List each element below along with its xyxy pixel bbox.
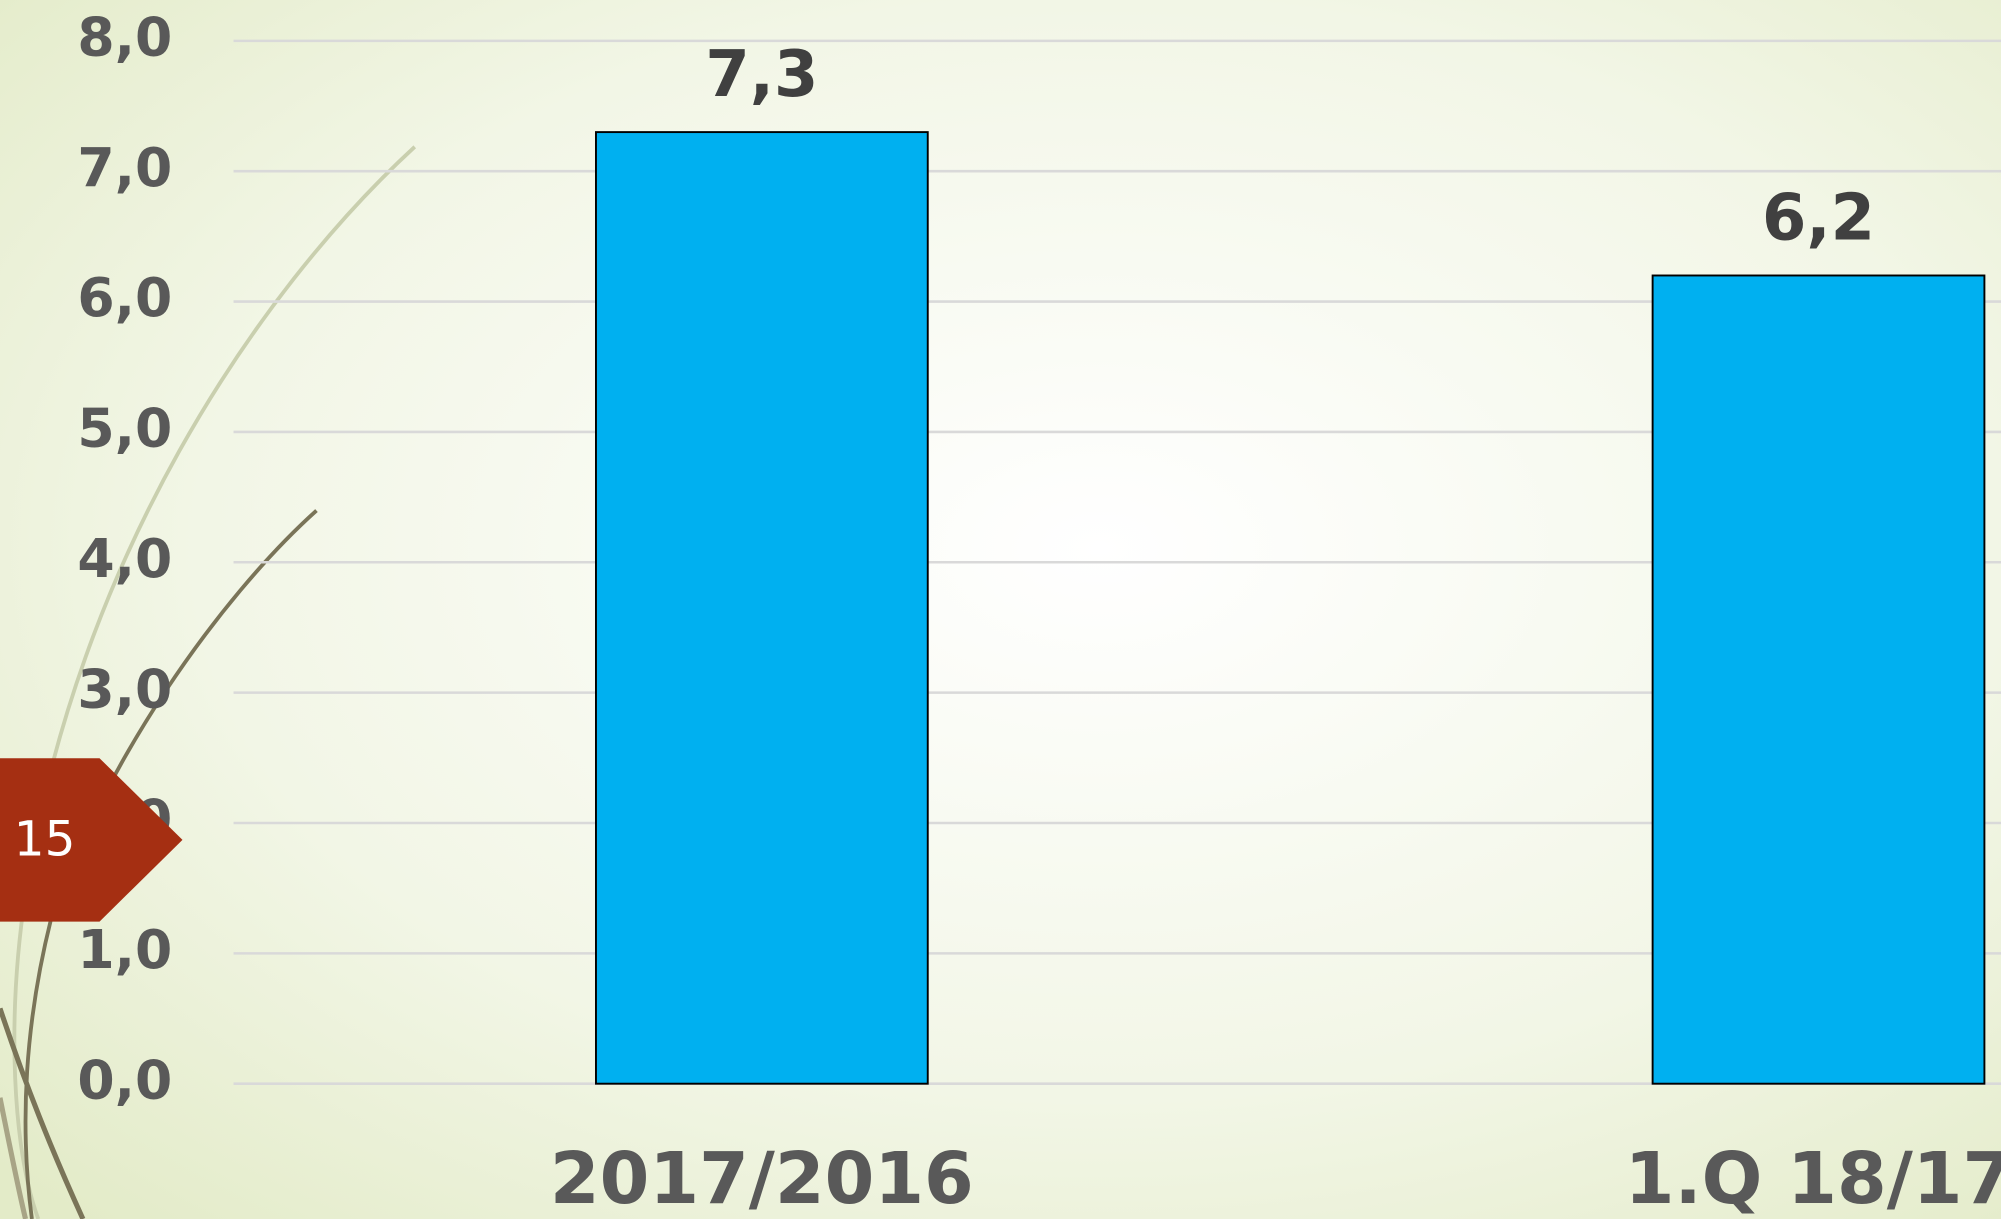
y-tick-label: 7,0 <box>77 136 172 199</box>
bar <box>1651 274 1986 1085</box>
x-tick-label: 2017/2016 <box>550 1137 974 1219</box>
y-tick-label: 6,0 <box>77 266 172 329</box>
bar <box>595 131 929 1085</box>
curve <box>12 145 417 1219</box>
y-tick-label: 4,0 <box>77 527 172 590</box>
y-tick-label: 0,0 <box>77 1048 172 1111</box>
data-label: 7,3 <box>705 38 818 112</box>
plot: 0,01,02,03,04,05,06,07,08,02017/20167,31… <box>77 5 2001 1219</box>
y-tick-label: 3,0 <box>77 657 172 720</box>
curve <box>0 1007 86 1219</box>
slide-number-tag <box>0 758 183 922</box>
curve <box>0 1097 29 1219</box>
y-tick-label: 5,0 <box>77 397 172 460</box>
y-tick-label: 1,0 <box>77 918 172 981</box>
slide-number: 15 <box>14 811 76 867</box>
y-tick-label: 8,0 <box>77 5 172 68</box>
x-tick-label: 1.Q 18/17 <box>1625 1137 2001 1219</box>
data-label: 6,2 <box>1762 181 1875 255</box>
